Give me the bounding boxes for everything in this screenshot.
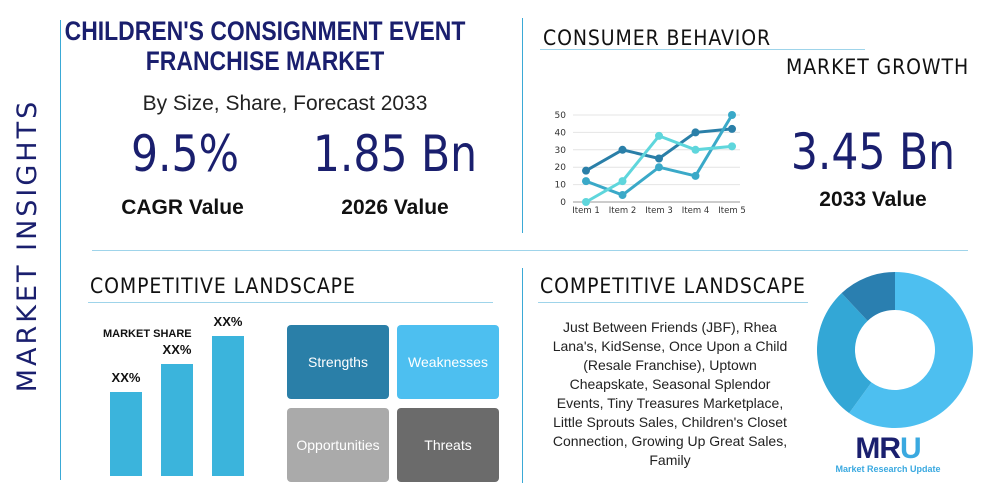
line-chart: 0 10 20 30 40 50 Item 1 Item 2 Item 3 Item 4 Item … — [555, 111, 746, 216]
x-tick-label: Item 2 — [609, 206, 636, 216]
swot-threats: Threats — [397, 408, 499, 482]
donut-slice — [841, 272, 895, 321]
value-2033: 3.45 Bn — [790, 123, 956, 181]
data-point — [728, 124, 736, 133]
data-point — [691, 128, 700, 137]
swot-opportunities: Opportunities — [287, 408, 389, 482]
side-label: MARKET INSIGHTS — [12, 98, 44, 392]
market-share-label: MARKET SHARE — [103, 328, 192, 340]
data-point — [728, 111, 736, 119]
donut-slice — [849, 272, 973, 428]
data-point — [618, 177, 627, 186]
data-point — [582, 166, 590, 175]
y-tick-label: 30 — [555, 146, 567, 156]
market-growth-heading: MARKET GROWTH — [786, 55, 970, 79]
cagr-label: CAGR Value — [121, 196, 244, 219]
underline — [538, 302, 808, 303]
underline — [540, 49, 865, 50]
value-2026-label: 2026 Value — [341, 196, 449, 219]
data-point — [655, 131, 663, 140]
x-tick-label: Item 1 — [572, 206, 599, 216]
y-tick-label: 40 — [555, 128, 567, 138]
data-point — [691, 145, 700, 154]
bar — [161, 364, 193, 476]
data-point — [618, 145, 627, 154]
data-point — [655, 154, 663, 163]
divider — [60, 20, 61, 480]
bar — [212, 336, 244, 476]
bar — [110, 392, 142, 476]
bar-label: XX% — [213, 314, 243, 329]
data-point — [655, 163, 663, 172]
value-2033-label: 2033 Value — [819, 188, 927, 211]
bar-label: XX% — [111, 370, 141, 385]
competitive-landscape-heading-right: COMPETITIVE LANDSCAPE — [540, 274, 806, 298]
y-tick-label: 50 — [555, 111, 567, 121]
consumer-behavior-heading: CONSUMER BEHAVIOR — [543, 26, 772, 50]
swot-strengths: Strengths — [287, 325, 389, 399]
data-point — [691, 171, 700, 180]
divider — [522, 268, 523, 483]
y-tick-label: 10 — [555, 181, 567, 191]
x-tick-label: Item 4 — [682, 206, 709, 216]
competitive-landscape-heading: COMPETITIVE LANDSCAPE — [90, 274, 356, 298]
data-point — [728, 142, 736, 151]
data-point — [582, 198, 590, 206]
divider — [522, 18, 523, 233]
subtitle: By Size, Share, Forecast 2033 — [142, 92, 428, 115]
y-tick-label: 0 — [560, 198, 566, 208]
logo-mark: MRU — [855, 432, 921, 465]
bar-label: XX% — [162, 342, 192, 357]
logo-text: Market Research Update — [835, 464, 941, 474]
x-tick-label: Item 3 — [645, 206, 672, 216]
data-point — [618, 191, 627, 200]
page-title: CHILDREN'S CONSIGNMENT EVENT FRANCHISE M… — [64, 16, 466, 76]
donut-chart — [817, 272, 973, 428]
swot-weaknesses: Weaknesses — [397, 325, 499, 399]
underline — [88, 302, 493, 303]
divider — [92, 250, 968, 251]
value-2026: 1.85 Bn — [312, 125, 478, 183]
data-point — [582, 177, 590, 186]
cagr-value: 9.5% — [131, 125, 239, 183]
donut-slice — [817, 293, 872, 414]
logo: MRU Market Research Update — [828, 432, 948, 475]
y-tick-label: 20 — [555, 163, 567, 173]
companies-list: Just Between Friends (JBF), Rhea Lana's,… — [552, 319, 788, 468]
x-tick-label: Item 5 — [718, 206, 745, 216]
